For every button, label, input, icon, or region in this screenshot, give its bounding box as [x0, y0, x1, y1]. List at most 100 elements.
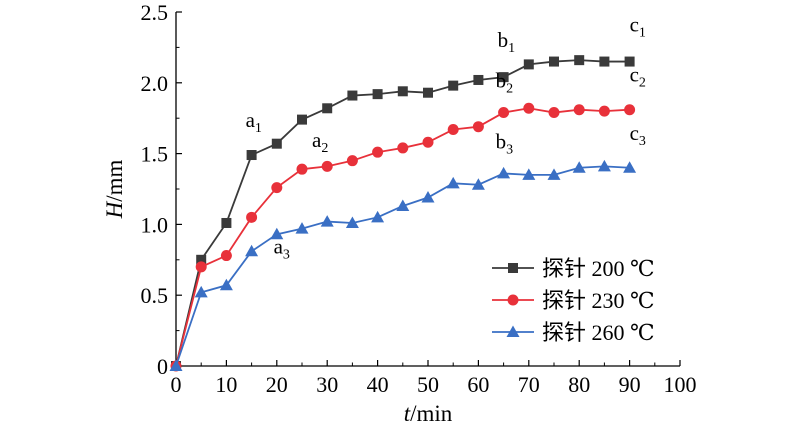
- data-point: [422, 136, 434, 148]
- data-point: [623, 161, 637, 173]
- x-axis-symbol: t: [404, 401, 411, 426]
- annotation-letter: c: [630, 63, 639, 87]
- data-point: [194, 285, 208, 298]
- annotation-letter: a: [246, 108, 256, 132]
- annotation-subscript: 2: [639, 76, 646, 91]
- legend-label: 探针 230 ℃: [542, 288, 655, 313]
- annotation-c3: c3: [630, 121, 646, 149]
- y-tick-label: 0.5: [141, 283, 169, 308]
- annotation-letter: a: [274, 234, 284, 258]
- annotation-letter: c: [630, 13, 639, 37]
- data-point: [271, 182, 283, 194]
- x-tick-label: 50: [417, 372, 439, 397]
- data-point: [549, 56, 559, 67]
- data-point: [448, 80, 459, 91]
- data-point: [196, 254, 207, 265]
- legend-label: 探针 260 ℃: [542, 320, 655, 345]
- data-point: [297, 114, 307, 125]
- data-point: [246, 211, 258, 223]
- x-tick-label: 20: [266, 372, 288, 397]
- data-point: [523, 102, 535, 114]
- legend-marker: [506, 325, 520, 337]
- annotation-letter: b: [496, 129, 507, 153]
- y-axis-symbol: H: [102, 200, 127, 219]
- data-point: [396, 199, 410, 211]
- x-tick-label: 0: [171, 372, 182, 397]
- annotation-a1: a1: [246, 108, 262, 136]
- annotation-b3: b3: [496, 129, 513, 157]
- data-point: [498, 72, 509, 83]
- y-tick-label: 2.5: [141, 0, 169, 25]
- data-point: [471, 178, 485, 190]
- annotation-subscript: 1: [255, 121, 262, 136]
- annotation-c2: c2: [630, 63, 646, 91]
- data-point: [599, 56, 610, 67]
- legend-item-2: 探针 230 ℃: [492, 288, 655, 313]
- annotation-letter: a: [312, 128, 322, 152]
- data-point: [421, 190, 435, 203]
- series-1: [171, 55, 635, 371]
- x-axis-unit: /min: [410, 401, 453, 426]
- data-point: [624, 104, 636, 116]
- data-point: [221, 217, 232, 228]
- data-point: [522, 168, 536, 180]
- data-point: [397, 142, 409, 154]
- data-point: [169, 359, 183, 371]
- annotation-subscript: 1: [639, 26, 646, 41]
- annotation-subscript: 3: [506, 142, 513, 157]
- data-point: [270, 227, 284, 240]
- annotation-letter: b: [496, 69, 507, 93]
- x-tick-label: 40: [367, 372, 389, 397]
- y-axis-label: H/mm: [102, 159, 127, 219]
- annotation-c1: c1: [630, 13, 646, 41]
- data-point: [321, 160, 333, 172]
- series-3: [169, 159, 637, 371]
- data-point: [397, 86, 408, 97]
- data-point: [572, 161, 586, 173]
- legend-item-3: 探针 260 ℃: [492, 320, 655, 345]
- data-point: [447, 124, 459, 136]
- data-point: [598, 105, 610, 117]
- x-tick-label: 70: [518, 372, 540, 397]
- annotation-subscript: 2: [506, 82, 513, 97]
- legend-item-1: 探针 200 ℃: [492, 256, 655, 281]
- y-tick-label: 1.0: [141, 212, 169, 237]
- data-point: [472, 121, 484, 133]
- data-point: [371, 210, 385, 223]
- x-tick-label: 100: [664, 372, 697, 397]
- data-point: [523, 59, 534, 70]
- y-axis-unit: /mm: [102, 159, 127, 201]
- data-point: [372, 146, 384, 158]
- legend: 探针 200 ℃ 探针 230 ℃ 探针 260 ℃: [492, 256, 655, 345]
- data-point: [423, 87, 433, 98]
- annotation-subscript: 3: [639, 134, 646, 149]
- data-point: [597, 159, 611, 172]
- x-tick-label: 90: [619, 372, 641, 397]
- legend-marker: [508, 263, 518, 273]
- series-layer: [169, 55, 637, 372]
- annotation-b1: b1: [498, 28, 515, 56]
- data-point: [573, 104, 585, 116]
- series-2: [170, 102, 636, 372]
- data-point: [345, 216, 359, 228]
- x-tick-label: 30: [316, 372, 338, 397]
- annotation-letter: c: [630, 121, 639, 145]
- x-tick-label: 80: [568, 372, 590, 397]
- y-tick-label: 1.5: [141, 142, 169, 167]
- data-point: [497, 166, 511, 179]
- x-axis-label: t/min: [404, 401, 453, 426]
- x-tick-label: 60: [467, 372, 489, 397]
- data-point: [547, 168, 561, 180]
- data-point: [246, 150, 257, 161]
- data-point: [473, 74, 484, 85]
- data-point: [347, 90, 358, 101]
- data-point: [296, 163, 308, 175]
- annotation-a2: a2: [312, 128, 328, 156]
- data-point: [446, 176, 460, 189]
- legend-label: 探针 200 ℃: [542, 256, 655, 281]
- data-point: [320, 215, 334, 227]
- data-point: [220, 250, 232, 262]
- data-point: [245, 244, 259, 257]
